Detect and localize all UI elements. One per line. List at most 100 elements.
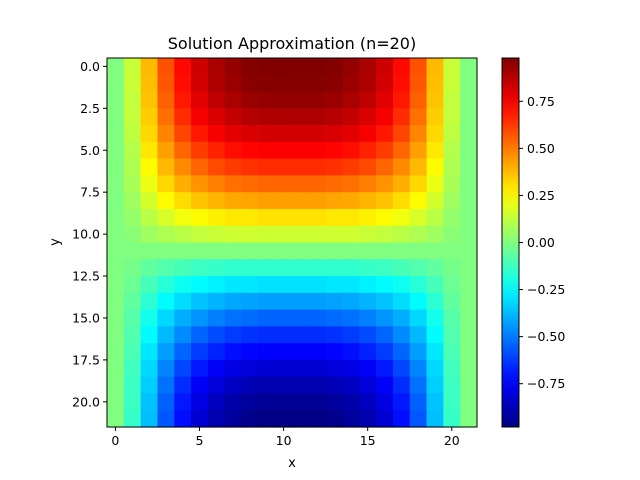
heatmap-cell: [325, 208, 344, 227]
heatmap-cell: [207, 326, 226, 344]
heatmap-cell: [191, 276, 209, 294]
heatmap-cell: [308, 259, 327, 277]
heatmap-cell: [241, 158, 259, 177]
heatmap-cell: [426, 242, 444, 260]
heatmap-cell: [140, 58, 159, 76]
heatmap-cell: [443, 192, 461, 210]
heatmap-cell: [191, 74, 209, 93]
heatmap-cell: [308, 125, 327, 143]
heatmap-cell: [342, 326, 360, 344]
heatmap-cell: [325, 192, 344, 210]
heatmap-cell: [392, 393, 411, 411]
heatmap-cell: [292, 158, 310, 177]
heatmap-cell: [426, 58, 444, 76]
heatmap-cell: [157, 259, 175, 277]
heatmap-cell: [325, 242, 344, 260]
heatmap-cell: [308, 376, 327, 395]
heatmap-cell: [342, 208, 360, 227]
heatmap-cell: [392, 259, 411, 277]
heatmap-cell: [376, 208, 394, 227]
heatmap-cell: [123, 192, 142, 210]
heatmap-cell: [342, 309, 360, 327]
heatmap-cell: [258, 292, 276, 311]
heatmap-cell: [224, 125, 243, 143]
heatmap-cell: [275, 141, 293, 160]
heatmap-cell: [292, 276, 310, 294]
heatmap-cell: [376, 359, 394, 378]
heatmap-cell: [241, 376, 259, 395]
heatmap-cell: [207, 108, 226, 126]
heatmap-cell: [191, 125, 209, 143]
heatmap-cell: [460, 225, 478, 244]
heatmap-cell: [140, 91, 159, 109]
colorbar-ticks: −0.75 −0.50 −0.25 0.00 0.25 0.50 0.75: [519, 94, 565, 391]
heatmap-cell: [308, 225, 327, 244]
heatmap-cell: [359, 125, 377, 143]
heatmap-cell: [275, 58, 293, 76]
heatmap-cell: [308, 343, 327, 361]
heatmap-cell: [376, 158, 394, 177]
heatmap-cell: [107, 225, 125, 244]
heatmap-cell: [426, 343, 444, 361]
heatmap-cell: [157, 376, 175, 395]
heatmap-cell: [107, 359, 125, 378]
heatmap-cell: [107, 376, 125, 395]
heatmap-cell: [107, 74, 125, 93]
heatmap-cell: [174, 141, 192, 160]
heatmap-cell: [308, 276, 327, 294]
heatmap-cell: [359, 225, 377, 244]
heatmap-cell: [275, 242, 293, 260]
heatmap-cell: [140, 175, 159, 193]
x-tick-label: 5: [196, 433, 204, 448]
heatmap-cell: [107, 276, 125, 294]
heatmap-cell: [460, 259, 478, 277]
heatmap-cell: [409, 192, 428, 210]
heatmap-cell: [409, 376, 428, 395]
heatmap-cell: [325, 376, 344, 395]
heatmap-cell: [241, 175, 259, 193]
heatmap-cell: [443, 208, 461, 227]
heatmap-cell: [275, 225, 293, 244]
heatmap-cell: [342, 343, 360, 361]
heatmap-cell: [376, 225, 394, 244]
heatmap-cell: [174, 359, 192, 378]
heatmap-cell: [224, 393, 243, 411]
heatmap-cell: [376, 125, 394, 143]
y-tick-label: 15.0: [72, 310, 100, 325]
heatmap-cell: [460, 208, 478, 227]
heatmap-cell: [191, 108, 209, 126]
y-tick-label: 10.0: [72, 227, 100, 242]
heatmap-cell: [191, 208, 209, 227]
y-axis-label: y: [48, 238, 63, 246]
heatmap-cell: [207, 192, 226, 210]
x-axis-label: x: [288, 456, 296, 471]
heatmap-cell: [359, 141, 377, 160]
heatmap-cell: [191, 393, 209, 411]
heatmap-cell: [292, 292, 310, 311]
heatmap-cell: [140, 242, 159, 260]
heatmap-cell: [342, 141, 360, 160]
heatmap-cell: [224, 259, 243, 277]
heatmap-cell: [241, 359, 259, 378]
heatmap-cell: [275, 343, 293, 361]
heatmap-cell: [359, 343, 377, 361]
heatmap-cell: [325, 108, 344, 126]
heatmap-cell: [157, 74, 175, 93]
heatmap-cell: [107, 141, 125, 160]
heatmap-cell: [107, 125, 125, 143]
heatmap-cell: [157, 108, 175, 126]
heatmap-cell: [376, 74, 394, 93]
heatmap-cell: [325, 343, 344, 361]
heatmap-cell: [359, 208, 377, 227]
heatmap-cell: [376, 58, 394, 76]
heatmap-cell: [359, 58, 377, 76]
heatmap-cell: [224, 410, 243, 428]
heatmap-cell: [258, 58, 276, 76]
heatmap-cell: [392, 410, 411, 428]
heatmap-cell: [426, 175, 444, 193]
heatmap-cell: [292, 125, 310, 143]
heatmap-cell: [308, 141, 327, 160]
heatmap-cell: [292, 74, 310, 93]
heatmap-cell: [359, 393, 377, 411]
heatmap-cell: [460, 58, 478, 76]
